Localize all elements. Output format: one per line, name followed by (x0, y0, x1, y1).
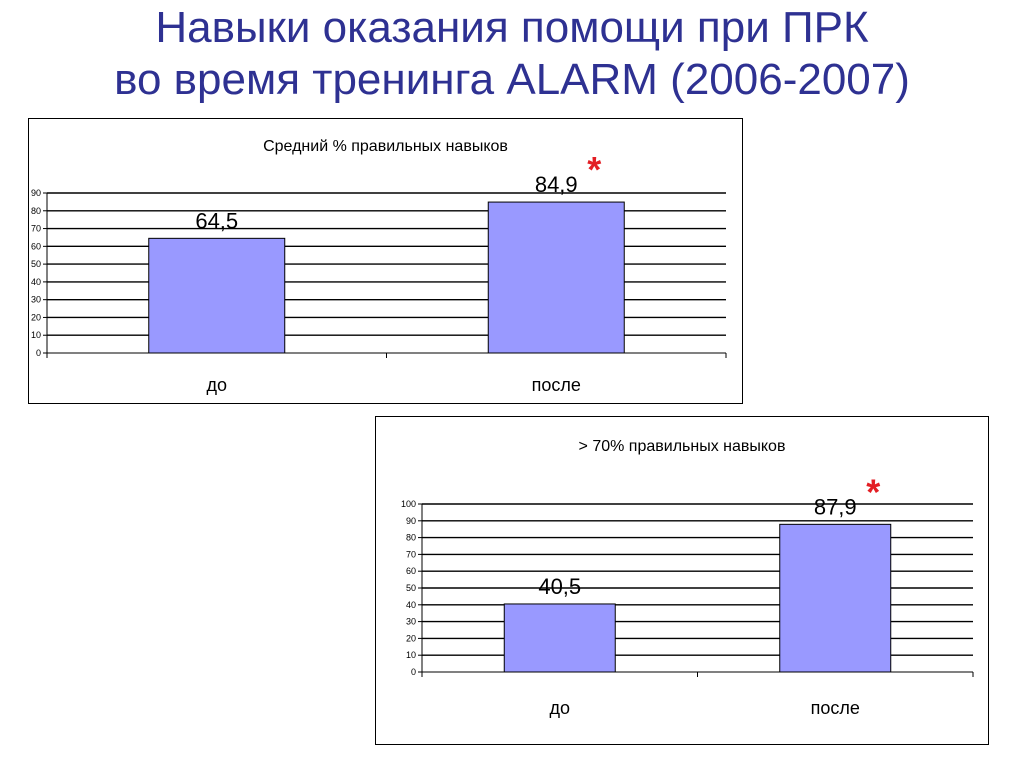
slide-title: Навыки оказания помощи при ПРК во время … (0, 2, 1024, 106)
chart-title: > 70% правильных навыков (579, 438, 786, 455)
significance-star: * (866, 471, 880, 512)
chart-mean-svg: Средний % правильных навыков 0 10 20 30 40 50 6… (31, 138, 727, 395)
category-label: до (549, 698, 570, 718)
slide-title-line1: Навыки оказания помощи при ПРК (155, 3, 869, 52)
data-label: 87,9 (814, 494, 857, 519)
data-label: 40,5 (538, 574, 581, 599)
chart-over-70-correct-skills: > 70% правильных навыков 0 10 20 30 40 50 60 70 8… (375, 416, 989, 745)
y-tick-label: 30 (31, 295, 41, 305)
y-tick-label: 90 (31, 188, 41, 198)
y-tick-label: 20 (31, 312, 41, 322)
chart-mean-correct-skills: Средний % правильных навыков 0 10 20 30 40 50 6… (28, 118, 743, 404)
bar-after (487, 201, 625, 354)
y-tick-label: 100 (401, 499, 416, 509)
y-tick-label: 20 (406, 633, 416, 643)
y-tick-label: 0 (411, 667, 416, 677)
y-tick-label: 50 (31, 259, 41, 269)
y-tick-label: 10 (31, 330, 41, 340)
y-tick-label: 70 (406, 549, 416, 559)
bar-before (503, 603, 616, 673)
chart-title: Средний % правильных навыков (263, 138, 508, 155)
y-tick-label: 70 (31, 224, 41, 234)
bar-after (779, 523, 892, 673)
category-label: после (532, 375, 581, 395)
y-tick-label: 80 (406, 533, 416, 543)
chart-over70-svg: > 70% правильных навыков 0 10 20 30 40 50 60 70 8… (401, 438, 974, 718)
y-tick-label: 30 (406, 617, 416, 627)
y-tick-label: 40 (406, 600, 416, 610)
category-label: до (206, 375, 227, 395)
y-tick-label: 40 (31, 277, 41, 287)
y-tick-label: 90 (406, 516, 416, 526)
bar-before (148, 237, 286, 354)
category-label: после (811, 698, 860, 718)
y-tick-label: 60 (31, 241, 41, 251)
data-label: 84,9 (535, 172, 578, 197)
y-tick-label: 10 (406, 650, 416, 660)
y-tick-label: 50 (406, 583, 416, 593)
y-tick-label: 60 (406, 566, 416, 576)
significance-star: * (587, 149, 601, 190)
slide-title-line2: во время тренинга ALARM (2006-2007) (114, 55, 910, 104)
y-tick-label: 0 (36, 348, 41, 358)
data-label: 64,5 (195, 208, 238, 233)
y-tick-label: 80 (31, 206, 41, 216)
